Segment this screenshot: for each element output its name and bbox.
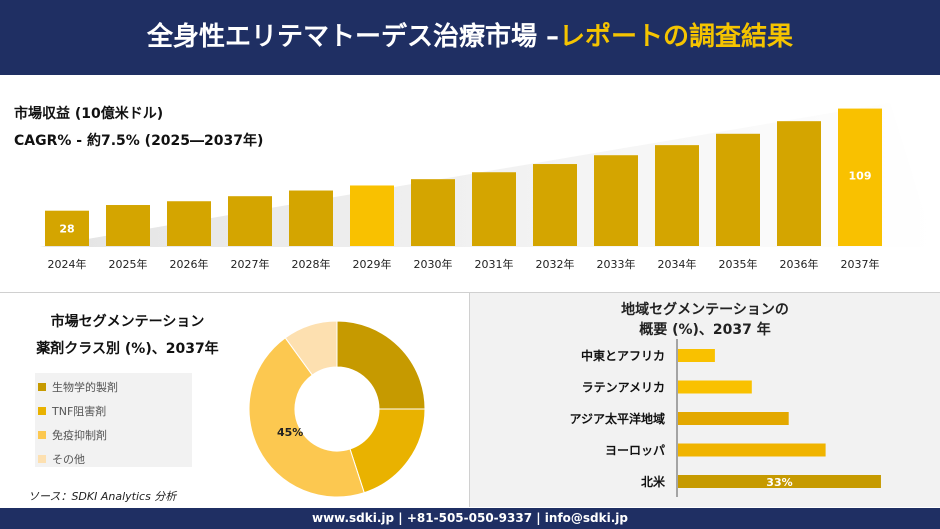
- bar-2037年: [838, 108, 882, 246]
- legend-item: TNF阻害剤: [38, 403, 106, 419]
- x-tick-label: 2033年: [597, 257, 636, 271]
- legend-label: 生物学的製剤: [52, 381, 118, 394]
- region-label: 中東とアフリカ: [581, 348, 665, 363]
- region-label: ヨーロッパ: [605, 444, 665, 458]
- bar-2024年: [45, 210, 89, 246]
- header-banner: 全身性エリテマトーデス治療市場 –レポートの調査結果: [0, 0, 940, 75]
- source-note: ソース：SDKI Analytics 分析: [28, 490, 177, 503]
- legend-label: その他: [52, 453, 85, 466]
- x-tick-label: 2030年: [414, 257, 453, 271]
- bar-2035年: [716, 133, 760, 246]
- page-title: 全身性エリテマトーデス治療市場 –レポートの調査結果: [0, 0, 940, 75]
- x-tick-label: 2025年: [109, 257, 148, 271]
- bar-2033年: [594, 155, 638, 246]
- region-label: ラテンアメリカ: [582, 381, 665, 395]
- bar-data-label: 109: [849, 170, 872, 183]
- x-tick-label: 2028年: [292, 257, 331, 271]
- legend-swatch: [38, 383, 46, 391]
- region-panel: [470, 293, 940, 507]
- bar-2036年: [777, 121, 821, 246]
- legend-swatch: [38, 407, 46, 415]
- bar-2031年: [472, 172, 516, 246]
- x-tick-label: 2024年: [48, 257, 87, 271]
- x-tick-label: 2031年: [475, 257, 514, 271]
- region-bar: [678, 475, 881, 488]
- x-tick-label: 2037年: [841, 257, 880, 271]
- segment-title-1: 市場セグメンテーション: [50, 314, 205, 330]
- bar-data-label: 28: [59, 222, 74, 235]
- legend-label: TNF阻害剤: [52, 405, 107, 418]
- bar-2025年: [106, 205, 150, 246]
- region-bar: [678, 412, 789, 425]
- title-accent: レポートの調査結果: [559, 22, 794, 52]
- bar-2026年: [167, 201, 211, 246]
- panel-divider: [469, 293, 470, 507]
- x-tick-label: 2026年: [170, 257, 209, 271]
- bar-2029年: [350, 185, 394, 246]
- bar-2032年: [533, 164, 577, 246]
- x-tick-label: 2036年: [780, 257, 819, 271]
- region-bar: [678, 380, 752, 394]
- region-bar: [678, 349, 715, 362]
- bar-2027年: [228, 196, 272, 246]
- cagr-label: CAGR% - 約7.5% (2025―2037年): [14, 133, 264, 149]
- x-tick-label: 2029年: [353, 257, 392, 271]
- region-label: 北米: [641, 474, 666, 489]
- bar-2034年: [655, 145, 699, 246]
- donut-slice-2: [248, 337, 365, 498]
- bar-2028年: [289, 190, 333, 246]
- title-main: 全身性エリテマトーデス治療市場 –: [146, 22, 560, 52]
- donut-data-label: 45%: [277, 426, 303, 439]
- x-tick-label: 2027年: [231, 257, 270, 271]
- region-label: アジア太平洋地域: [569, 411, 665, 426]
- section-divider: [0, 292, 940, 293]
- donut-slice-3: [284, 320, 338, 376]
- segment-title-2: 薬剤クラス別 (%)、2037年: [36, 341, 219, 357]
- x-tick-label: 2035年: [719, 257, 758, 271]
- donut-slice-0: [336, 320, 426, 410]
- legend-item: 免疫抑制剤: [38, 427, 107, 443]
- legend-label: 免疫抑制剤: [52, 429, 107, 442]
- legend-item: 生物学的製剤: [38, 379, 118, 395]
- region-data-label: 33%: [766, 476, 792, 489]
- region-title-1: 地域セグメンテーションの: [621, 302, 789, 318]
- legend-swatch: [38, 431, 46, 439]
- x-tick-label: 2032年: [536, 257, 575, 271]
- legend-item: その他: [38, 451, 85, 467]
- revenue-bar-chart: 2024年 28 2025年 2026年 2027年 2028年 2029年 2030年 203…: [40, 103, 935, 271]
- region-bar: [678, 443, 826, 457]
- legend-swatch: [38, 455, 46, 463]
- donut-slice-1: [349, 408, 426, 494]
- bar-2030年: [411, 179, 455, 246]
- revenue-label: 市場収益 (10億米ドル): [14, 106, 164, 122]
- legend: [35, 373, 192, 467]
- footer-contact: www.sdki.jp | +81-505-050-9337 | info@sd…: [0, 508, 940, 529]
- region-title-2: 概要 (%)、2037 年: [639, 322, 771, 338]
- donut-chart: 45%: [248, 320, 426, 498]
- x-tick-label: 2034年: [658, 257, 697, 271]
